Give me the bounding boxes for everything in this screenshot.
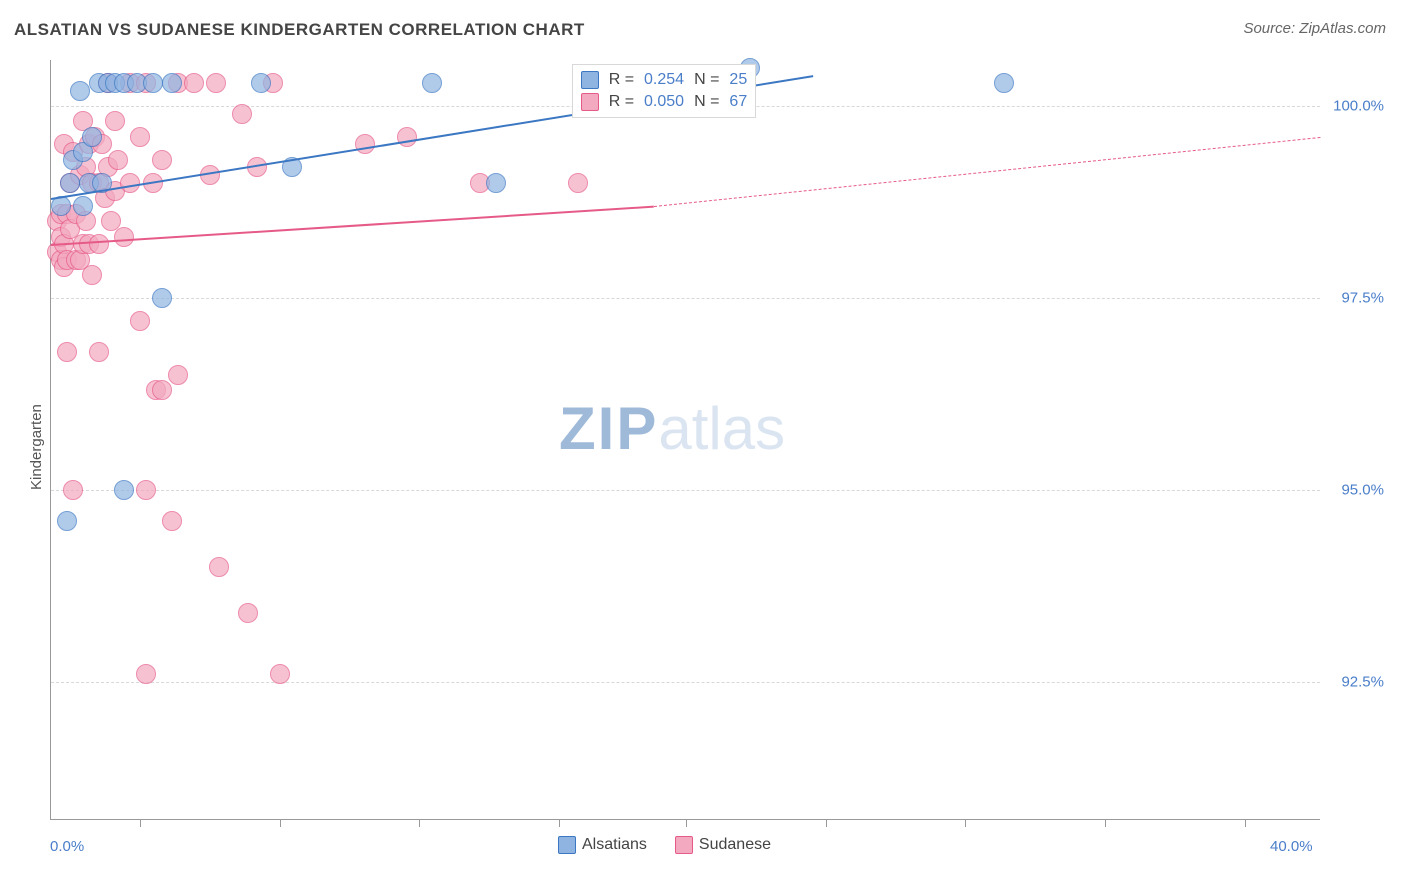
trend-line-dashed [654, 137, 1321, 207]
scatter-point [568, 173, 588, 193]
y-tick-label: 92.5% [1341, 673, 1384, 690]
scatter-point [89, 234, 109, 254]
plot-area: 100.0%97.5%95.0%92.5%ZIPatlasR =0.254N =… [50, 60, 1320, 820]
scatter-point [70, 81, 90, 101]
y-tick-label: 95.0% [1341, 481, 1384, 498]
scatter-point [422, 73, 442, 93]
legend-swatch [581, 93, 599, 111]
chart-container: ALSATIAN VS SUDANESE KINDERGARTEN CORREL… [0, 0, 1406, 892]
x-tick [1245, 819, 1246, 827]
x-tick [280, 819, 281, 827]
gridline-h [51, 298, 1320, 299]
scatter-point [162, 73, 182, 93]
legend-correlation-box: R = 0.254 N = 25 R = 0.050 N = 67 [572, 64, 757, 118]
y-tick-label: 97.5% [1341, 289, 1384, 306]
scatter-point [209, 557, 229, 577]
scatter-point [82, 127, 102, 147]
legend-n-label: N = [694, 93, 719, 111]
y-axis-label: Kindergarten [28, 404, 45, 490]
legend-series-label: Sudanese [699, 836, 771, 853]
x-tick [419, 819, 420, 827]
scatter-point [130, 311, 150, 331]
chart-source: Source: ZipAtlas.com [1243, 20, 1386, 37]
trend-line [51, 206, 654, 246]
legend-n-value: 25 [729, 71, 747, 89]
scatter-point [73, 196, 93, 216]
x-tick [559, 819, 560, 827]
legend-r-label: R = [609, 71, 634, 89]
x-tick [965, 819, 966, 827]
x-tick [1105, 819, 1106, 827]
scatter-point [238, 603, 258, 623]
x-tick [140, 819, 141, 827]
scatter-point [57, 511, 77, 531]
legend-swatch [558, 836, 576, 854]
x-tick [826, 819, 827, 827]
legend-row: R = 0.050 N = 67 [581, 91, 748, 113]
scatter-point [114, 227, 134, 247]
scatter-point [355, 134, 375, 154]
legend-r-value: 0.050 [644, 93, 684, 111]
legend-n-value: 67 [729, 93, 747, 111]
x-tick [686, 819, 687, 827]
scatter-point [152, 150, 172, 170]
y-tick-label: 100.0% [1333, 98, 1384, 115]
scatter-point [120, 173, 140, 193]
gridline-h [51, 682, 1320, 683]
legend-series-item: Sudanese [675, 836, 771, 854]
scatter-point [152, 380, 172, 400]
scatter-point [143, 73, 163, 93]
scatter-point [486, 173, 506, 193]
scatter-point [136, 664, 156, 684]
scatter-point [162, 511, 182, 531]
scatter-point [251, 73, 271, 93]
scatter-point [270, 664, 290, 684]
legend-series-label: Alsatians [582, 836, 647, 853]
legend-series: Alsatians Sudanese [558, 836, 771, 854]
scatter-point [232, 104, 252, 124]
legend-r-label: R = [609, 93, 634, 111]
scatter-point [994, 73, 1014, 93]
scatter-point [60, 173, 80, 193]
legend-row: R = 0.254 N = 25 [581, 69, 748, 91]
legend-r-value: 0.254 [644, 71, 684, 89]
legend-series-item: Alsatians [558, 836, 647, 854]
x-axis-min-label: 0.0% [50, 838, 84, 855]
x-axis-max-label: 40.0% [1270, 838, 1313, 855]
scatter-point [136, 480, 156, 500]
scatter-point [152, 288, 172, 308]
scatter-point [105, 111, 125, 131]
gridline-h [51, 490, 1320, 491]
chart-title: ALSATIAN VS SUDANESE KINDERGARTEN CORREL… [14, 20, 585, 40]
scatter-point [114, 480, 134, 500]
scatter-point [108, 150, 128, 170]
scatter-point [168, 365, 188, 385]
scatter-point [63, 480, 83, 500]
scatter-point [82, 265, 102, 285]
scatter-point [130, 127, 150, 147]
scatter-point [89, 342, 109, 362]
legend-swatch [675, 836, 693, 854]
scatter-point [206, 73, 226, 93]
scatter-point [57, 342, 77, 362]
watermark: ZIPatlas [559, 394, 785, 463]
legend-swatch [581, 71, 599, 89]
legend-n-label: N = [694, 71, 719, 89]
scatter-point [184, 73, 204, 93]
